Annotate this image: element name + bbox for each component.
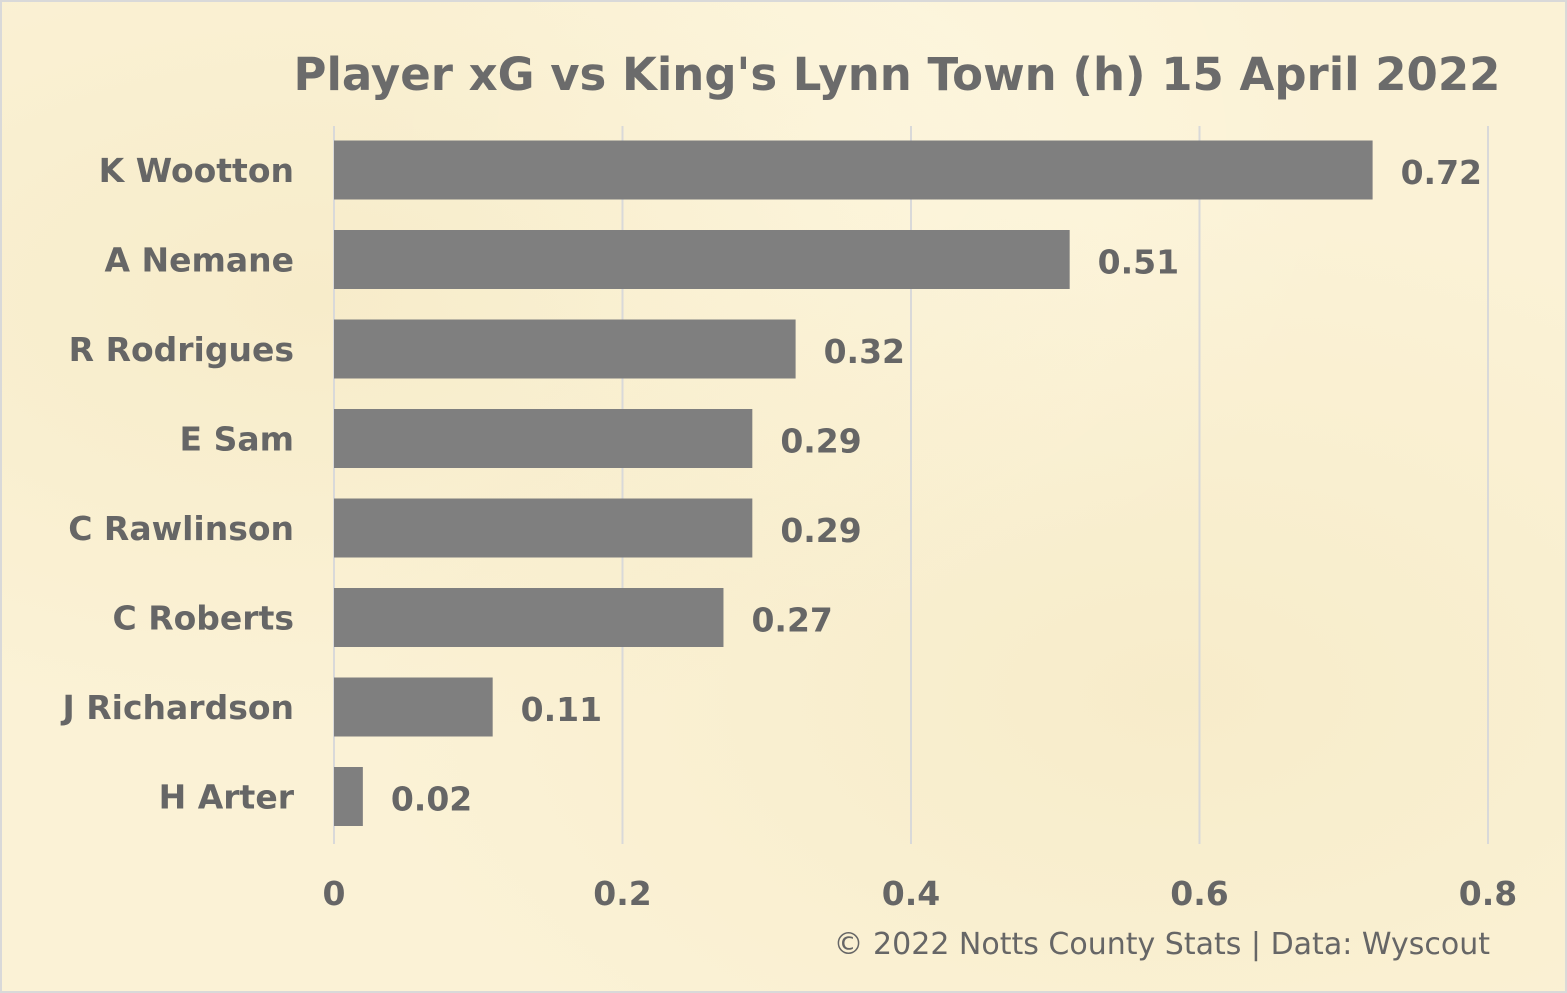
x-axis-tick-labels: 0 0.2 0.4 0.6 0.8 [323,874,1518,913]
bar [334,230,1070,289]
category-label: C Roberts [113,599,294,638]
bar [334,677,493,737]
value-label: 0.29 [780,511,861,550]
x-tick-label: 0 [323,874,346,913]
value-label: 0.27 [751,601,832,640]
bar [334,409,753,468]
value-label: 0.32 [824,332,905,371]
x-tick-label: 0.2 [593,874,651,913]
bar [334,498,753,558]
bar [334,319,796,379]
value-label: 0.72 [1401,153,1482,192]
value-label: 0.11 [521,690,602,729]
category-label: C Rawlinson [68,509,294,548]
category-label: A Nemane [104,241,294,280]
x-tick-label: 0.8 [1459,874,1517,913]
x-tick-label: 0.6 [1170,874,1228,913]
category-label: R Rodrigues [69,330,294,369]
credit-text: © 2022 Notts County Stats | Data: Wyscou… [834,927,1491,962]
bar [334,767,363,826]
x-tick-label: 0.4 [882,874,940,913]
value-label: 0.02 [391,780,472,819]
bars [334,140,1373,826]
category-labels: K Wootton A Nemane R Rodrigues E Sam C Rawli… [60,151,294,817]
category-label: J Richardson [60,688,294,727]
bar [334,588,724,647]
bar [334,140,1373,200]
value-label: 0.29 [780,422,861,461]
category-label: E Sam [180,420,294,459]
category-label: H Arter [159,778,295,817]
category-label: K Wootton [99,151,294,190]
value-label: 0.51 [1098,243,1179,282]
value-labels: 0.72 0.51 0.32 0.29 0.29 0.27 0.11 0.02 [391,153,1482,819]
chart-title: Player xG vs King's Lynn Town (h) 15 Apr… [293,48,1500,101]
